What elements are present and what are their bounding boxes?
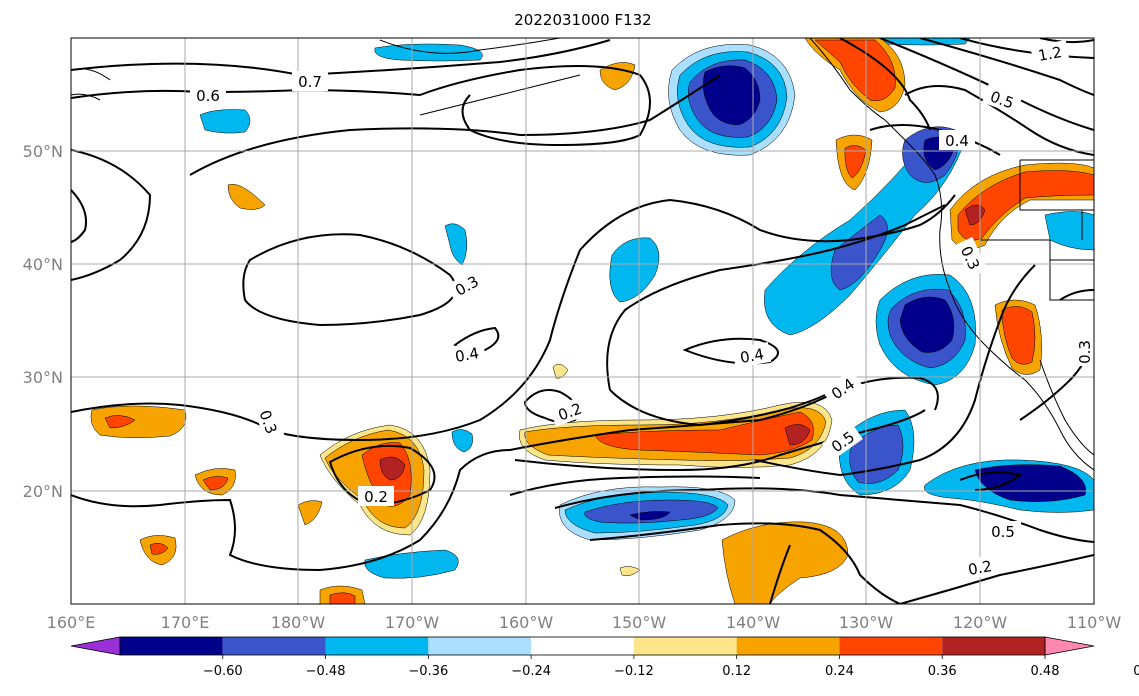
colorbar-tick-label: −0.24 (511, 664, 551, 679)
contour-label: 1.2 (1037, 43, 1064, 65)
colorbar-frame (119, 636, 1046, 656)
positive-anomaly-regions (90, 38, 1094, 604)
lon-tick-label: 140°W (726, 613, 781, 632)
lat-tick-label: 50°N (23, 142, 63, 161)
colorbar-tick-label: −0.48 (306, 664, 346, 679)
colorbar-swatch (428, 637, 532, 655)
lat-tick-label: 20°N (23, 482, 63, 501)
colorbar-extend-low (70, 636, 121, 656)
colorbar-tick-label: 0.12 (722, 664, 751, 679)
contour-label: 0.4 (739, 345, 766, 367)
contour-label: 0.3 (1076, 340, 1094, 364)
colorbar-swatch (222, 637, 326, 655)
lon-tick-label: 160°W (499, 613, 554, 632)
contour-label: 0.5 (991, 523, 1015, 541)
lon-tick-label: 120°W (953, 613, 1008, 632)
colorbar-swatch (736, 637, 840, 655)
contour-label: 0.2 (364, 488, 388, 506)
map-frame (70, 37, 1095, 605)
colorbar-swatch (839, 637, 943, 655)
lat-tick-label: 40°N (23, 255, 63, 274)
colorbar-tick-label: −0.36 (408, 664, 448, 679)
map-panel: 0.7 0.6 1.2 0.5 0.4 0.3 0.4 0.4 0.3 0.2 … (70, 37, 1095, 605)
colorbar-extend-high (1044, 636, 1095, 656)
colorbar-swatch (531, 637, 634, 655)
contour-label: 0.2 (967, 557, 994, 579)
contour-label: 0.6 (196, 87, 220, 105)
lon-tick-label: 150°W (612, 613, 667, 632)
negative-anomaly-regions (199, 38, 1094, 579)
colorbar-tick-label: −0.60 (203, 664, 243, 679)
lat-tick-label: 30°N (23, 368, 63, 387)
lon-tick-label: 160°E (47, 613, 96, 632)
gridlines (71, 38, 1094, 604)
colorbar-tick-label: 0.48 (1031, 664, 1060, 679)
lon-tick-label: 170°E (161, 613, 210, 632)
figure-title: 2022031000 F132 (514, 11, 651, 29)
colorbar-tick-label: 0.60 (1133, 664, 1139, 679)
latitude-ticks: 20°N 30°N 40°N 50°N (23, 142, 63, 501)
lon-tick-label: 130°W (839, 613, 894, 632)
lon-tick-label: 180°W (271, 613, 326, 632)
contour-label: 0.4 (454, 344, 481, 366)
colorbar-swatch (325, 637, 429, 655)
colorbar-tick-label: −0.12 (614, 664, 654, 679)
contour-label: 0.4 (945, 132, 969, 150)
contour-label: 0.7 (298, 73, 322, 91)
colorbar-swatch (633, 637, 737, 655)
colorbar-tick-label: 0.24 (825, 664, 854, 679)
colorbar-swatch (120, 637, 223, 655)
colorbar-swatch (942, 637, 1045, 655)
lon-tick-label: 170°W (385, 613, 440, 632)
colorbar: −0.60 −0.48 −0.36 −0.24 −0.12 0.12 0.24 0.36 0.4… (70, 636, 1139, 679)
longitude-ticks: 160°E 170°E 180°W 170°W 160°W 150°W 140°… (47, 613, 1122, 632)
colorbar-tick-label: 0.36 (928, 664, 957, 679)
lon-tick-label: 110°W (1067, 613, 1122, 632)
